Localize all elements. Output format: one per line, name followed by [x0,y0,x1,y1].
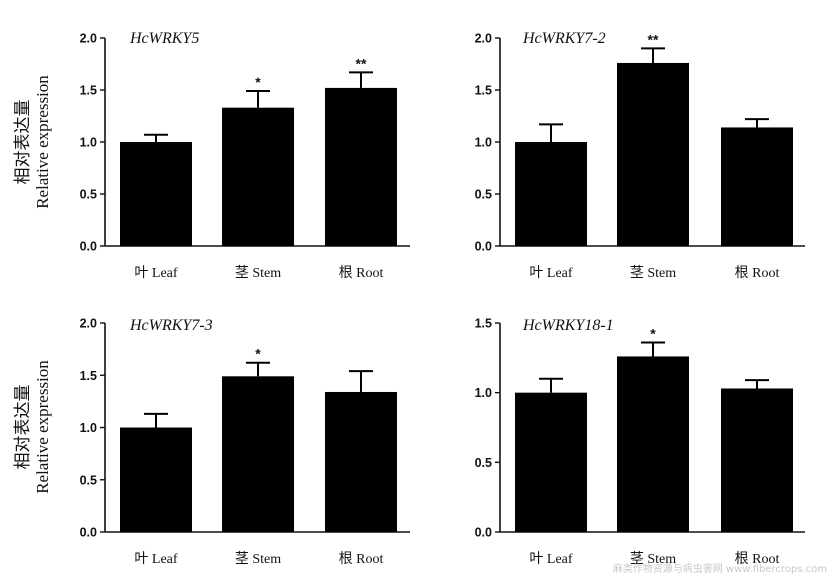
significance-marker: * [255,346,261,362]
y-tick-label: 1.5 [475,84,492,98]
bar-2 [222,376,294,532]
category-label: 茎 Stem [235,265,281,281]
y-axis-label-english: Relative expression [33,360,52,494]
chart-panel-4: 0.0 0.5 1.0 1.5 叶 Leaf * 茎 Stem 根 Root HcWRKY18-… [475,317,805,567]
significance-marker: * [650,326,656,342]
chart-panel-1: 0.0 0.5 1.0 1.5 2.0 叶 Leaf * 茎 Stem ** 根 Root HcWR… [80,30,410,281]
chart-panel-2: 0.0 0.5 1.0 1.5 2.0 叶 Leaf ** 茎 Stem 根 Root HcWRK… [475,30,805,281]
y-tick-label: 1.0 [80,136,97,150]
y-tick-label: 1.0 [475,136,492,150]
bar-2 [617,62,689,247]
bar-3 [721,127,793,246]
significance-marker: ** [356,55,367,71]
y-tick-label: 0.0 [475,240,492,254]
category-label: 根 Root [339,551,384,567]
y-axis-label-chinese: 相对表达量 [13,100,32,185]
bar-2 [617,356,689,532]
significance-marker: * [255,74,261,90]
category-label: 根 Root [735,265,780,281]
panel-title: HcWRKY7-3 [129,317,213,334]
y-axis-label: 相对表达量Relative expression [13,360,52,494]
y-tick-label: 0.5 [475,188,492,202]
panel-title: HcWRKY18-1 [522,317,614,334]
bar-3 [325,391,397,532]
bar-1 [515,392,587,532]
category-label: 叶 Leaf [529,551,572,567]
category-label: 茎 Stem [630,551,676,567]
category-label: 叶 Leaf [529,265,572,281]
category-label: 叶 Leaf [134,265,177,281]
y-tick-label: 2.0 [80,317,97,331]
panel-title: HcWRKY5 [129,30,199,47]
category-label: 茎 Stem [235,551,281,567]
significance-marker: ** [648,31,659,47]
bar-1 [120,142,192,246]
y-tick-label: 1.5 [80,369,97,383]
y-axis-label-chinese: 相对表达量 [13,385,32,470]
y-axis-label-english: Relative expression [33,75,52,209]
y-tick-label: 0.0 [475,526,492,540]
bar-1 [515,142,587,246]
y-tick-label: 0.0 [80,240,97,254]
y-tick-label: 1.5 [80,84,97,98]
y-tick-label: 1.0 [475,386,492,400]
y-tick-label: 2.0 [80,32,97,46]
y-tick-label: 0.0 [80,526,97,540]
y-tick-label: 1.5 [475,317,492,331]
category-label: 根 Root [735,551,780,567]
y-tick-label: 0.5 [80,473,97,487]
category-label: 茎 Stem [630,265,676,281]
bar-3 [721,388,793,532]
category-label: 根 Root [339,265,384,281]
category-label: 叶 Leaf [134,551,177,567]
bar-1 [120,427,192,532]
y-tick-label: 1.0 [80,421,97,435]
y-tick-label: 2.0 [475,32,492,46]
y-tick-label: 0.5 [475,456,492,470]
y-axis-label: 相对表达量Relative expression [13,75,52,209]
chart-panel-3: 0.0 0.5 1.0 1.5 2.0 叶 Leaf * 茎 Stem 根 Root HcWRKY… [80,317,410,567]
bar-3 [325,87,397,246]
y-tick-label: 0.5 [80,188,97,202]
bar-2 [222,107,294,247]
panel-title: HcWRKY7-2 [522,30,606,47]
watermark: 麻类作物资源与病虫害网 www.fibercrops.com [612,564,827,575]
